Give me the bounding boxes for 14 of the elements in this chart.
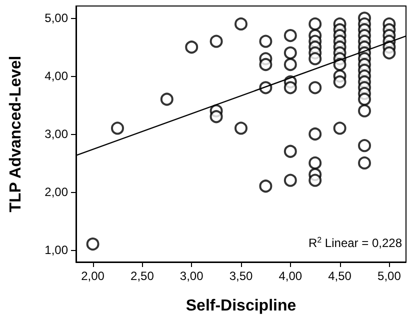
x-tick-label: 4,50: [328, 269, 352, 283]
x-tick-label: 3,50: [229, 269, 253, 283]
y-axis-title: TLP Advanced-Level: [8, 56, 24, 212]
y-tick-label: 4,00: [44, 69, 68, 84]
x-tick-label: 4,00: [278, 269, 302, 283]
x-axis-title: Self-Discipline: [186, 298, 296, 314]
x-tick-label: 2,50: [130, 269, 154, 283]
y-tick-label: 2,00: [44, 184, 68, 199]
y-tick-label: 3,00: [44, 127, 68, 141]
x-tick-label: 5,00: [378, 269, 402, 283]
y-tick-label: 5,00: [44, 11, 68, 26]
x-tick-label: 2,00: [81, 269, 105, 283]
x-tick-label: 3,00: [180, 269, 204, 283]
y-tick-label: 1,00: [44, 242, 68, 257]
